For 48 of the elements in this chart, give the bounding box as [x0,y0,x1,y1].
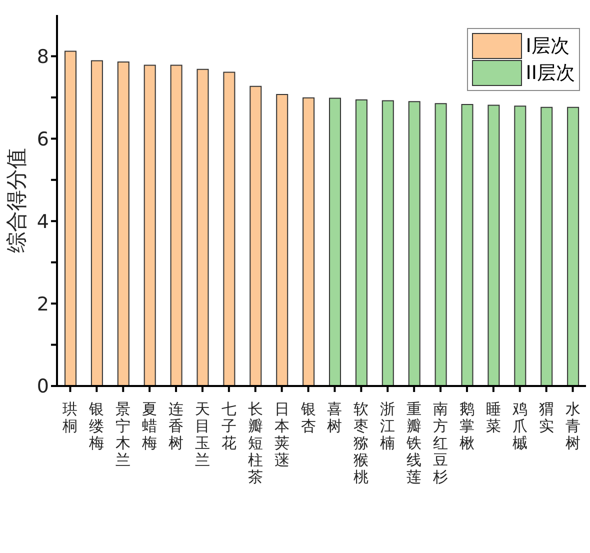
y-tick-label: 0 [36,376,49,398]
bar [117,61,130,386]
x-tick-label: 鹅掌楸 [459,400,474,452]
bar [90,60,103,386]
y-tick-label: 2 [36,293,49,316]
x-tick-label: 鸡爪槭 [511,400,528,452]
y-axis-title: 综合得分值 [4,148,28,253]
bar [382,100,394,386]
x-tick-label: 水青树 [565,400,580,452]
y-tick-label: 4 [36,210,49,233]
x-tick-label: 重瓣铁线莲 [406,400,422,486]
x-tick-label: 长瓣短柱茶 [248,400,263,486]
x-tick-label: 银缕梅 [88,400,104,452]
bar [567,106,580,386]
bar [434,103,447,386]
x-tick-label: 睡菜 [486,400,501,435]
x-tick-label: 软枣猕猴桃 [354,400,369,486]
y-tick-label: 8 [36,46,49,68]
x-tick-label: 日本荚蒾 [274,400,290,469]
x-tick-label: 喜树 [327,400,342,435]
x-tick-label: 珙桐 [62,400,78,435]
x-tick-label: 浙江楠 [380,400,396,452]
legend-label: II层次 [526,61,575,86]
bar [144,64,156,386]
x-tick-label: 银杏 [300,400,316,435]
bar [170,64,182,386]
x-tick-label: 南方红豆杉 [432,400,448,486]
x-tick-label: 天目玉兰 [194,400,210,469]
y-tick-label: 6 [36,128,49,150]
x-tick-label: 景宁木兰 [116,400,131,469]
bar [461,104,474,386]
bar [64,50,76,386]
bar [329,98,341,386]
bar [223,72,236,386]
bar [514,106,526,386]
x-tick-label: 连香树 [168,400,184,452]
bar [276,94,288,386]
legend-label: I层次 [526,34,570,59]
bar [250,86,262,386]
bar [355,99,368,386]
x-tick-label: 猬实 [538,400,554,435]
x-tick-label: 夏蜡梅 [141,400,158,452]
bar [302,97,315,386]
x-tick-label: 七子花 [221,400,236,452]
bar [540,106,553,386]
bar [196,68,209,386]
bar [488,104,500,386]
bar [408,101,420,386]
